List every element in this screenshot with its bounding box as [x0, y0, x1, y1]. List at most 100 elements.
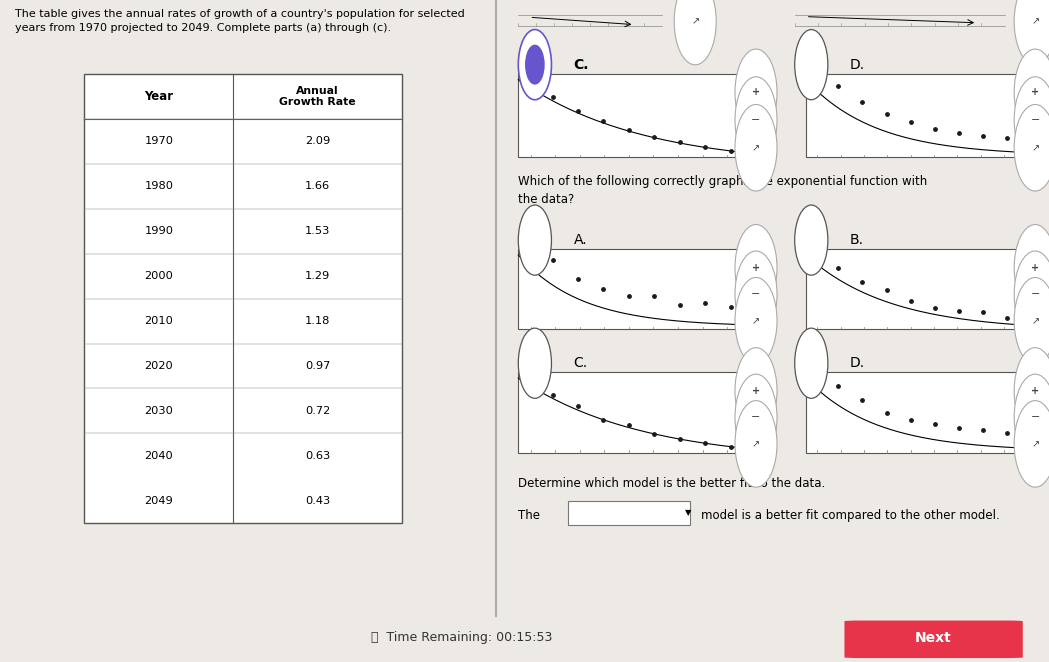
Text: +: +	[752, 87, 761, 97]
Text: ↗: ↗	[1031, 316, 1040, 326]
Ellipse shape	[1014, 401, 1049, 487]
Point	[671, 434, 688, 444]
Text: −: −	[751, 115, 761, 125]
Text: 0.43: 0.43	[305, 496, 330, 506]
Ellipse shape	[1014, 49, 1049, 136]
Point	[519, 372, 536, 383]
Ellipse shape	[735, 251, 777, 338]
Text: +: +	[1031, 87, 1040, 97]
Ellipse shape	[735, 277, 777, 364]
Point	[902, 296, 919, 307]
Ellipse shape	[795, 30, 828, 100]
Text: 1990: 1990	[145, 226, 173, 236]
Text: ↗: ↗	[1031, 439, 1040, 449]
Text: 1.53: 1.53	[305, 226, 330, 236]
FancyBboxPatch shape	[569, 501, 689, 524]
Text: ↗: ↗	[1031, 17, 1040, 26]
Text: −: −	[751, 289, 761, 299]
Ellipse shape	[518, 205, 552, 275]
Point	[646, 428, 663, 439]
Point	[595, 283, 612, 294]
Ellipse shape	[1014, 348, 1049, 434]
Point	[620, 125, 637, 136]
Point	[519, 75, 536, 86]
Ellipse shape	[1014, 105, 1049, 191]
Point	[999, 132, 1015, 143]
Point	[544, 92, 561, 103]
Ellipse shape	[735, 374, 777, 461]
Text: ↗: ↗	[1031, 143, 1040, 153]
Point	[999, 428, 1015, 439]
Text: The: The	[518, 509, 540, 522]
Ellipse shape	[795, 205, 828, 275]
Point	[806, 72, 822, 83]
Text: B.: B.	[850, 233, 864, 247]
Point	[975, 130, 991, 141]
Point	[902, 415, 919, 426]
Text: ⧖  Time Remaining: 00:15:53: ⧖ Time Remaining: 00:15:53	[371, 632, 552, 644]
Text: +: +	[1031, 263, 1040, 273]
Text: 2000: 2000	[145, 271, 173, 281]
Text: 0.63: 0.63	[305, 451, 330, 461]
Point	[854, 395, 871, 405]
Text: C.: C.	[574, 58, 590, 71]
Text: The table gives the annual rates of growth of a country's population for selecte: The table gives the annual rates of grow…	[15, 9, 465, 33]
Point	[595, 414, 612, 425]
Point	[926, 303, 943, 313]
Text: D.: D.	[850, 356, 865, 370]
Text: Annual
Growth Rate: Annual Growth Rate	[279, 85, 356, 107]
Ellipse shape	[518, 328, 552, 399]
Point	[975, 307, 991, 317]
Point	[570, 401, 586, 412]
Point	[902, 117, 919, 128]
Point	[830, 381, 847, 391]
FancyBboxPatch shape	[518, 373, 740, 453]
Text: 2049: 2049	[145, 496, 173, 506]
Text: −: −	[1030, 115, 1040, 125]
Ellipse shape	[735, 401, 777, 487]
Text: Determine which model is the better fit to the data.: Determine which model is the better fit …	[518, 477, 826, 490]
Ellipse shape	[526, 45, 544, 84]
Text: C.: C.	[574, 356, 587, 370]
Text: Which of the following correctly graphs the exponential function with
the data?: Which of the following correctly graphs …	[518, 175, 927, 207]
Ellipse shape	[735, 348, 777, 434]
Ellipse shape	[1014, 251, 1049, 338]
Text: 1970: 1970	[145, 136, 173, 146]
Point	[854, 97, 871, 107]
Text: 2020: 2020	[145, 361, 173, 371]
Point	[722, 442, 738, 453]
Point	[830, 263, 847, 273]
Point	[722, 146, 738, 157]
Text: −: −	[1030, 412, 1040, 422]
Text: 1980: 1980	[145, 181, 173, 191]
Point	[806, 247, 822, 258]
Point	[646, 132, 663, 142]
Text: D.: D.	[850, 58, 865, 71]
Point	[697, 438, 713, 448]
Text: model is a better fit compared to the other model.: model is a better fit compared to the ot…	[701, 509, 1000, 522]
Ellipse shape	[1014, 277, 1049, 364]
Text: 2030: 2030	[145, 406, 173, 416]
Ellipse shape	[1014, 374, 1049, 461]
Point	[854, 277, 871, 287]
Point	[999, 312, 1015, 323]
Text: 1.66: 1.66	[305, 181, 330, 191]
FancyBboxPatch shape	[518, 250, 740, 330]
Ellipse shape	[735, 49, 777, 136]
Point	[806, 370, 822, 381]
Text: −: −	[751, 412, 761, 422]
Point	[519, 247, 536, 258]
FancyBboxPatch shape	[84, 74, 402, 523]
Ellipse shape	[795, 328, 828, 399]
Point	[646, 291, 663, 302]
Ellipse shape	[735, 224, 777, 311]
Text: ▼: ▼	[685, 508, 691, 517]
Text: Year: Year	[144, 90, 173, 103]
FancyBboxPatch shape	[844, 620, 1023, 658]
Text: 0.97: 0.97	[305, 361, 330, 371]
Text: 1.18: 1.18	[305, 316, 330, 326]
Ellipse shape	[1014, 224, 1049, 311]
Point	[671, 137, 688, 148]
Point	[878, 109, 895, 120]
Text: +: +	[752, 386, 761, 396]
